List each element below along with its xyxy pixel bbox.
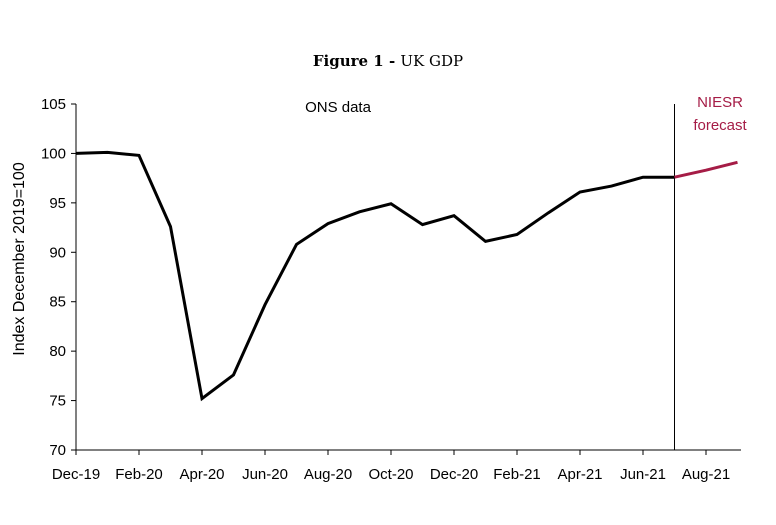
x-tick-label: Jun-21 bbox=[620, 466, 666, 483]
y-axis-label: Index December 2019=100 bbox=[11, 162, 28, 356]
x-tick-label: Dec-20 bbox=[430, 466, 478, 483]
y-tick-label: 85 bbox=[49, 294, 66, 311]
x-tick-label: Apr-20 bbox=[179, 466, 224, 483]
y-tick-label: 80 bbox=[49, 343, 66, 360]
niesr-annotation-line1: NIESR bbox=[697, 94, 743, 111]
x-tick-label: Aug-20 bbox=[304, 466, 352, 483]
y-tick-label: 100 bbox=[41, 145, 66, 162]
x-tick-label: Jun-20 bbox=[242, 466, 288, 483]
x-tick-label: Dec-19 bbox=[52, 466, 100, 483]
figure-separator: - bbox=[383, 52, 401, 70]
y-tick-label: 90 bbox=[49, 244, 66, 261]
y-tick-label: 75 bbox=[49, 393, 66, 410]
y-tick-label: 105 bbox=[41, 96, 66, 113]
x-axis: Dec-19 Feb-20 Apr-20 Jun-20 Aug-20 Oct-20 Dec-… bbox=[52, 449, 741, 483]
x-tick-label: Oct-20 bbox=[368, 466, 413, 483]
y-axis: 70 75 80 85 90 95 100 105 bbox=[41, 96, 77, 459]
series-line-niesr-forecast bbox=[674, 160, 738, 179]
x-tick-label: Aug-21 bbox=[682, 466, 730, 483]
y-tick-label: 95 bbox=[49, 195, 66, 212]
x-tick-label: Feb-20 bbox=[115, 466, 163, 483]
y-tick-label: 70 bbox=[49, 442, 66, 459]
chart-title: Figure 1 - UK GDP bbox=[0, 52, 776, 70]
niesr-annotation-line2: forecast bbox=[693, 117, 747, 134]
figure-number: Figure 1 bbox=[312, 52, 384, 70]
series-line-ons-data bbox=[75, 150, 675, 402]
series-layer bbox=[75, 104, 738, 450]
figure-title-text: UK GDP bbox=[400, 52, 464, 70]
ons-data-annotation: ONS data bbox=[305, 99, 372, 116]
x-tick-label: Apr-21 bbox=[557, 466, 602, 483]
x-tick-label: Feb-21 bbox=[493, 466, 541, 483]
